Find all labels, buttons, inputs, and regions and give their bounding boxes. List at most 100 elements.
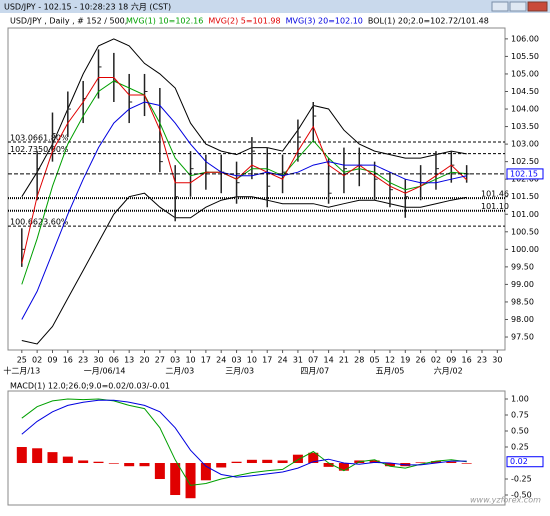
x-tick-label: 27 <box>155 356 165 365</box>
window-title: USD/JPY - 102.15 - 10:28:23 18 六月 (CST) <box>4 2 171 12</box>
histogram-bar <box>124 463 135 467</box>
x-tick-label: 28 <box>354 356 364 365</box>
y-tick-label: 1.00 <box>511 395 529 404</box>
x-tick-label: 24 <box>277 356 287 365</box>
macd-line <box>21 398 467 486</box>
x-tick-label: 02 <box>32 356 42 365</box>
y-tick-label: 97.50 <box>511 333 534 342</box>
histogram-bar <box>108 463 119 464</box>
y-tick-label: 103.00 <box>511 140 539 149</box>
histogram-bar <box>430 461 441 464</box>
minimize-button[interactable] <box>491 1 509 12</box>
month-label: 十二月/13 <box>3 366 40 376</box>
level-label: 102.73 <box>10 145 38 154</box>
histogram-bar <box>461 463 472 464</box>
level-note: 61.80% <box>38 133 69 142</box>
y-tick-label: 103.50 <box>511 122 539 131</box>
histogram-bar <box>16 447 27 464</box>
level-note: 23.60% <box>38 218 69 227</box>
month-label: 六月/02 <box>434 366 463 376</box>
y-tick-label: 98.00 <box>511 315 534 324</box>
x-tick-label: 16 <box>63 356 73 365</box>
legend-entry: MVG(1) 10=102.16 <box>126 17 203 26</box>
month-label: 四月/07 <box>300 367 329 376</box>
histogram-bar <box>246 459 257 464</box>
macd-panel <box>7 390 506 506</box>
month-label: 二月/03 <box>165 367 194 376</box>
histogram-bar <box>32 448 43 464</box>
chart-title: USD/JPY , Daily , # 152 / 500, <box>10 17 127 26</box>
x-tick-label: 16 <box>462 356 472 365</box>
x-tick-label: 10 <box>185 356 195 365</box>
watermark: www.yzforex.com <box>470 496 541 505</box>
x-tick-label: 12 <box>385 356 395 365</box>
month-label: 五月/05 <box>376 367 405 376</box>
histogram-bar <box>185 463 196 499</box>
price-panel <box>7 27 506 351</box>
level-label: 103.06 <box>10 133 38 142</box>
x-tick-label: 24 <box>216 356 226 365</box>
x-tick-label: 21 <box>339 356 349 365</box>
y-tick-label: 100.50 <box>511 227 539 236</box>
legend-entry: MVG(3) 20=102.10 <box>286 17 363 26</box>
x-tick-label: 02 <box>431 356 441 365</box>
y-tick-label: 104.00 <box>511 105 539 114</box>
x-tick-label: 19 <box>400 356 410 365</box>
x-tick-label: 30 <box>492 356 502 365</box>
x-tick-label: 07 <box>308 356 318 365</box>
x-tick-label: 17 <box>262 356 272 365</box>
y-tick-label: 0.50 <box>511 427 529 436</box>
maximize-button[interactable] <box>509 1 527 12</box>
histogram-bar <box>216 463 227 468</box>
macd-line <box>21 399 467 478</box>
last-label: 102.15 <box>510 169 538 178</box>
histogram-bar <box>154 463 165 480</box>
level-label: 100.66 <box>10 218 38 227</box>
moving-average <box>21 101 467 320</box>
moving-average <box>21 77 468 264</box>
x-tick-label: 23 <box>477 356 487 365</box>
y-tick-label: 98.50 <box>511 297 534 306</box>
x-tick-label: 23 <box>78 356 88 365</box>
month-label: 三月/03 <box>225 367 254 376</box>
y-tick-label: 99.50 <box>511 262 534 271</box>
y-tick-label: 100.00 <box>511 245 539 254</box>
y-tick-label: -0.25 <box>511 475 532 484</box>
y-tick-label: -0.50 <box>511 491 532 500</box>
x-tick-label: 30 <box>93 356 103 365</box>
histogram-bar <box>139 463 150 467</box>
x-tick-label: 05 <box>370 356 380 365</box>
y-tick-label: 101.50 <box>511 192 539 201</box>
x-tick-label: 03 <box>170 356 180 365</box>
chart-title: MACD(1) 12.0;26.0;9.0=0.02/0.03/-0.01 <box>10 382 170 391</box>
x-tick-label: 31 <box>293 356 303 365</box>
y-tick-label: 105.00 <box>511 69 539 78</box>
last-box <box>506 168 544 180</box>
x-tick-label: 09 <box>446 356 456 365</box>
title-bar <box>0 0 550 13</box>
legend-entry: MVG(2) 5=101.98 <box>208 17 280 26</box>
x-tick-label: 06 <box>109 356 119 365</box>
bollinger-lower <box>21 192 467 345</box>
legend-entry: BOL(1) 20;2.0=102.72/101.48 <box>368 17 489 26</box>
histogram-bar <box>384 463 395 467</box>
histogram-bar <box>231 461 242 464</box>
histogram-bar <box>277 460 288 464</box>
histogram-bar <box>415 462 426 464</box>
x-tick-label: 03 <box>231 356 241 365</box>
histogram-bar <box>78 460 89 464</box>
last-label: 0.02 <box>510 457 528 466</box>
histogram-bar <box>200 463 211 481</box>
x-tick-label: 14 <box>324 356 334 365</box>
level-label: 101.10 <box>481 202 509 211</box>
y-tick-label: 104.50 <box>511 87 539 96</box>
x-tick-label: 20 <box>139 356 149 365</box>
histogram-bar <box>369 460 380 464</box>
close-button[interactable] <box>527 1 548 12</box>
x-tick-label: 25 <box>17 356 27 365</box>
last-box <box>506 456 544 468</box>
histogram-bar <box>323 463 334 467</box>
